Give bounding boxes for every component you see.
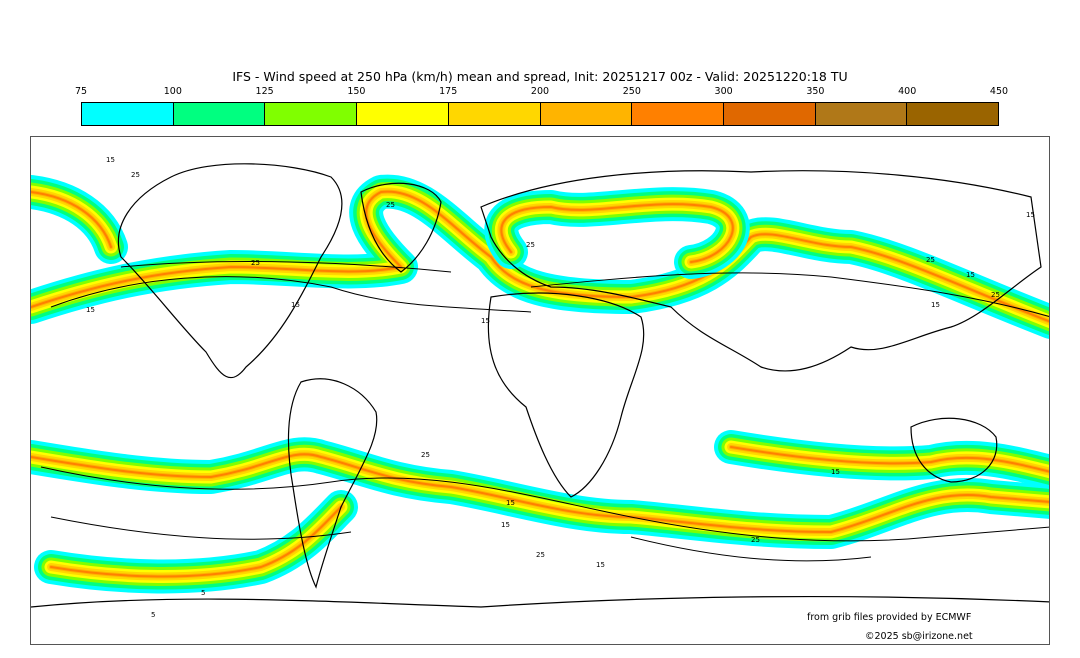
colorbar-swatch xyxy=(815,103,908,125)
contour-label: 15 xyxy=(931,301,940,309)
colorbar-swatch xyxy=(632,103,724,125)
colorbar-tick-label: 450 xyxy=(989,86,1009,97)
jet-band xyxy=(730,446,1049,473)
colorbar-tick-label: 400 xyxy=(898,86,917,97)
colorbar-tick-label: 175 xyxy=(439,86,458,97)
contour-label: 15 xyxy=(506,499,515,507)
colorbar-tick-label: 200 xyxy=(530,86,550,97)
colorbar-legend xyxy=(81,102,999,126)
contour-label: 15 xyxy=(1026,211,1035,219)
colorbar-swatch xyxy=(265,103,358,125)
data-source-credit: from grib files provided by ECMWF xyxy=(807,612,972,623)
contour-label: 15 xyxy=(501,521,510,529)
contour-label: 25 xyxy=(751,536,760,544)
spread-contours xyxy=(40,261,1049,562)
chart-title: IFS - Wind speed at 250 hPa (km/h) mean … xyxy=(232,69,848,84)
colorbar-swatch xyxy=(82,103,174,125)
contour-label: 5 xyxy=(201,589,205,597)
colorbar-swatch xyxy=(173,103,266,125)
contour-label: 15 xyxy=(86,306,95,314)
jet-band xyxy=(500,203,734,263)
colorbar-swatch xyxy=(540,103,633,125)
contour-label: 15 xyxy=(291,301,300,309)
jet-stream-bands xyxy=(31,174,1049,594)
contour-label: 25 xyxy=(926,256,935,264)
colorbar-swatch xyxy=(907,103,999,125)
contour-label: 25 xyxy=(991,291,1000,299)
colorbar-swatch xyxy=(723,103,816,125)
colorbar-tick-label: 300 xyxy=(714,86,733,97)
jet-band xyxy=(31,453,1049,533)
contour-label: 25 xyxy=(386,201,395,209)
colorbar-tick-label: 150 xyxy=(347,86,366,97)
contour-label: 15 xyxy=(831,468,840,476)
colorbar-tick-label: 125 xyxy=(255,86,274,97)
colorbar-swatch xyxy=(357,103,449,125)
wind-speed-map: 15 25 15 25 15 25 15 25 25 15 15 25 15 25 15 15 25 15 25 15… xyxy=(30,136,1050,645)
colorbar-tick-label: 100 xyxy=(163,86,182,97)
contour-labels: 15 25 15 25 15 25 15 25 25 15 15 25 15 25 15 15 25 15 25 15… xyxy=(86,156,1035,619)
contour-label: 25 xyxy=(421,451,430,459)
colorbar-tick-label: 250 xyxy=(622,86,641,97)
contour-label: 25 xyxy=(131,171,140,179)
contour-label: 25 xyxy=(251,259,260,267)
jet-band xyxy=(31,191,112,248)
copyright-credit: ©2025 sb@irizone.net xyxy=(865,631,973,642)
colorbar-tick-label: 75 xyxy=(74,86,88,97)
jet-band xyxy=(50,506,342,578)
colorbar-labels: 75 100 125 150 175 200 250 300 350 400 450 xyxy=(75,86,1008,98)
colorbar-tick-label: 350 xyxy=(806,86,825,97)
contour-label: 25 xyxy=(526,241,535,249)
contour-label: 5 xyxy=(151,611,155,619)
coastlines xyxy=(31,163,1049,608)
colorbar-swatch xyxy=(448,103,541,125)
map-canvas: 15 25 15 25 15 25 15 25 25 15 15 25 15 25 15 15 25 15 25 15… xyxy=(31,156,1049,619)
contour-label: 15 xyxy=(966,271,975,279)
contour-label: 25 xyxy=(536,551,545,559)
contour-label: 15 xyxy=(481,317,490,325)
contour-label: 15 xyxy=(596,561,605,569)
jet-band xyxy=(31,190,1049,323)
contour-label: 15 xyxy=(106,156,115,164)
